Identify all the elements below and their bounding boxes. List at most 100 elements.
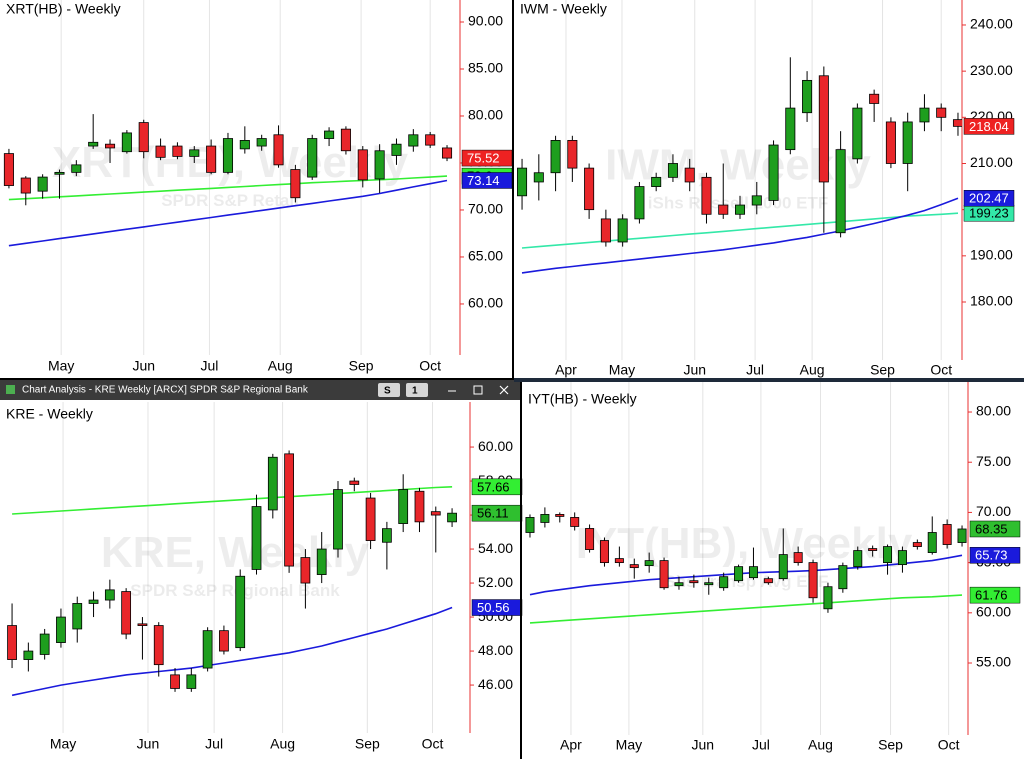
chart-title: IWM - Weekly xyxy=(520,1,607,17)
candle-body xyxy=(567,140,578,169)
watermark: KRE, Weekly xyxy=(101,528,370,577)
last-price-tag: 56.11 xyxy=(477,506,509,521)
candle-body xyxy=(267,456,278,511)
x-tick-label: Jul xyxy=(752,737,770,753)
y-tick-label: 180.00 xyxy=(970,293,1013,309)
y-tick-label: 80.00 xyxy=(976,403,1011,419)
last-price-tag-box xyxy=(963,118,1015,135)
moving-average-line xyxy=(12,486,453,515)
moving-average-line xyxy=(521,197,959,274)
last-price-tag: 75.52 xyxy=(467,151,500,166)
watermark-subtitle: SPDR S&P Regional Bank xyxy=(130,581,340,600)
y-tick-label: 70.00 xyxy=(976,503,1011,519)
x-tick-label: Jul xyxy=(200,358,218,374)
candle-body xyxy=(316,548,327,575)
y-tick-label: 60.00 xyxy=(478,438,513,454)
x-tick-label: Sep xyxy=(355,736,380,752)
x-tick-label: Sep xyxy=(870,362,895,378)
candle-body xyxy=(104,143,116,149)
toolbar-button[interactable] xyxy=(378,383,400,397)
candle-body xyxy=(137,623,148,626)
toolbar-button-label[interactable]: 1 xyxy=(412,386,418,397)
ma-price-tag: 199.23 xyxy=(969,206,1009,221)
candle-body xyxy=(533,172,544,183)
candle-body xyxy=(408,134,419,147)
candle-body xyxy=(104,589,115,601)
candle-body xyxy=(823,586,833,610)
moving-average-line xyxy=(529,554,963,596)
x-tick-label: May xyxy=(609,362,635,378)
watermark-subtitle: SPDR S&P Retail xyxy=(161,191,299,210)
candle-body xyxy=(942,524,952,545)
last-price-tag: 68.35 xyxy=(975,521,1008,536)
candle-body xyxy=(835,149,846,234)
candle-body xyxy=(153,625,164,666)
chart-panel: Apr May Jun Jul Aug Sep Oct IYT(HB), Weekly iShs… xyxy=(525,382,1021,753)
candle-body xyxy=(555,514,565,517)
candle-body xyxy=(768,144,779,201)
candle-body xyxy=(540,514,550,523)
ma-price-tag: 73.14 xyxy=(467,173,500,188)
maximize-icon[interactable] xyxy=(473,385,483,395)
candle-body xyxy=(256,138,267,147)
ma-price-tag: 65.73 xyxy=(975,548,1008,563)
x-tick-label: May xyxy=(50,736,76,752)
candle-body xyxy=(121,132,132,153)
y-tick-label: 52.00 xyxy=(478,574,513,590)
x-tick-label: Oct xyxy=(419,358,441,374)
candle-body xyxy=(290,169,301,199)
candle-body xyxy=(617,218,628,243)
plot xyxy=(3,114,453,247)
candle-body xyxy=(382,528,392,543)
candle-body xyxy=(704,582,714,586)
candle-body xyxy=(23,650,34,660)
x-tick-label: Aug xyxy=(808,737,833,753)
x-tick-label: May xyxy=(48,358,74,374)
candle-body xyxy=(155,145,166,158)
x-tick-label: Sep xyxy=(878,737,903,753)
candle-body xyxy=(333,489,343,550)
close-icon[interactable] xyxy=(499,385,509,395)
candle-body xyxy=(235,575,246,649)
y-tick-label: 65.00 xyxy=(468,248,503,264)
candle-body xyxy=(550,140,561,174)
candle-body xyxy=(802,79,813,114)
candle-body xyxy=(239,140,250,150)
candle-body xyxy=(718,204,729,215)
moving-average-line xyxy=(529,594,963,624)
candle-body xyxy=(763,578,773,584)
candle-body xyxy=(391,143,402,156)
toolbar-button[interactable] xyxy=(406,383,428,397)
candle-body xyxy=(251,506,262,570)
candle-body xyxy=(853,550,863,568)
candle-body xyxy=(374,150,385,180)
candle-body xyxy=(885,121,896,164)
x-tick-label: Aug xyxy=(800,362,825,378)
watermark: IYT(HB), Weekly xyxy=(576,519,913,568)
candle-body xyxy=(838,565,848,590)
ma-price-tag: 202.47 xyxy=(969,191,1009,206)
x-tick-label: Jul xyxy=(746,362,764,378)
y-tick-label: 75.00 xyxy=(976,453,1011,469)
candle-body xyxy=(138,122,149,153)
candle-body xyxy=(684,167,695,183)
month-bar-edge xyxy=(514,378,1024,382)
x-tick-label: May xyxy=(616,737,642,753)
last-price-tag: 218.04 xyxy=(969,119,1009,134)
candle-body xyxy=(71,164,82,173)
candle-body xyxy=(883,546,893,564)
x-tick-label: Sep xyxy=(349,358,374,374)
window-title: Chart Analysis - KRE Weekly [ARCX] SPDR … xyxy=(22,385,309,396)
candle-body xyxy=(20,177,31,194)
toolbar-button-label[interactable]: S xyxy=(384,386,391,397)
separator xyxy=(520,380,522,759)
watermark-subtitle: iShs Russell 2000 ETF xyxy=(648,193,828,212)
candle-body xyxy=(88,599,99,604)
separator xyxy=(512,0,514,380)
candle-body xyxy=(517,167,528,197)
candle-body xyxy=(919,107,930,123)
ma-price-tag: 50.56 xyxy=(477,600,510,615)
x-tick-label: Aug xyxy=(268,358,293,374)
x-tick-label: Jun xyxy=(683,362,706,378)
candle-body xyxy=(902,121,913,164)
